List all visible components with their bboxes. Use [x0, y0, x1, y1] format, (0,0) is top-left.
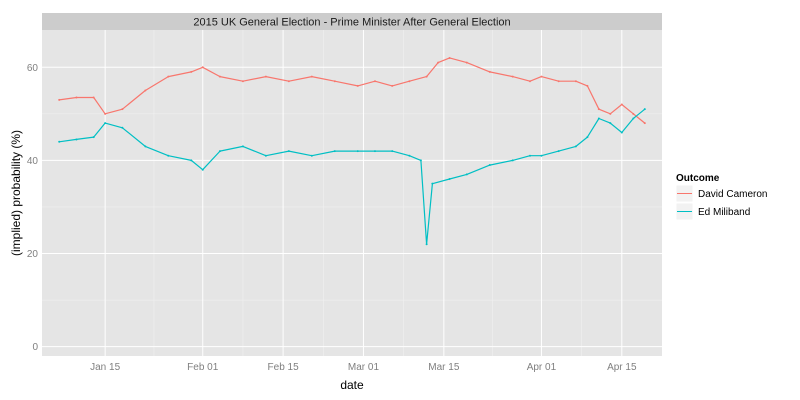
data-point-ed-miliband — [121, 126, 124, 129]
data-point-david-cameron — [632, 112, 635, 115]
legend-label: David Cameron — [698, 189, 767, 200]
data-point-david-cameron — [121, 108, 124, 111]
data-point-ed-miliband — [609, 122, 612, 125]
data-point-ed-miliband — [104, 122, 107, 125]
data-point-ed-miliband — [488, 164, 491, 167]
y-tick-label: 40 — [27, 156, 39, 167]
data-point-david-cameron — [373, 80, 376, 83]
x-tick-label: Feb 15 — [268, 362, 300, 373]
y-axis-title: (implied) probability (%) — [9, 130, 23, 256]
data-point-ed-miliband — [92, 136, 95, 139]
data-point-david-cameron — [425, 75, 428, 78]
data-point-david-cameron — [75, 96, 78, 99]
data-point-ed-miliband — [167, 154, 170, 157]
data-point-ed-miliband — [75, 138, 78, 141]
data-point-ed-miliband — [190, 159, 193, 162]
data-point-david-cameron — [540, 75, 543, 78]
data-point-ed-miliband — [287, 150, 290, 153]
y-axis: 0 20 40 60 — [27, 63, 39, 353]
legend-title: Outcome — [676, 173, 720, 184]
data-point-ed-miliband — [431, 182, 434, 185]
data-point-david-cameron — [190, 70, 193, 73]
data-point-ed-miliband — [632, 117, 635, 120]
title-strip — [42, 13, 662, 30]
data-point-ed-miliband — [408, 154, 411, 157]
data-point-david-cameron — [333, 80, 336, 83]
data-point-ed-miliband — [540, 154, 543, 157]
data-point-david-cameron — [310, 75, 313, 78]
data-point-david-cameron — [511, 75, 514, 78]
data-point-ed-miliband — [465, 173, 468, 176]
data-point-ed-miliband — [356, 150, 359, 153]
data-point-ed-miliband — [448, 178, 451, 181]
x-tick-label: Mar 15 — [428, 362, 460, 373]
data-point-ed-miliband — [574, 145, 577, 148]
data-point-david-cameron — [448, 56, 451, 59]
x-tick-label: Jan 15 — [90, 362, 120, 373]
data-point-david-cameron — [597, 108, 600, 111]
data-point-david-cameron — [465, 61, 468, 64]
data-point-david-cameron — [144, 89, 147, 92]
data-point-david-cameron — [201, 66, 204, 69]
data-point-ed-miliband — [620, 131, 623, 134]
data-point-david-cameron — [167, 75, 170, 78]
data-point-david-cameron — [408, 80, 411, 83]
data-point-david-cameron — [104, 112, 107, 115]
data-point-ed-miliband — [391, 150, 394, 153]
data-point-david-cameron — [620, 103, 623, 106]
data-point-ed-miliband — [333, 150, 336, 153]
data-point-david-cameron — [287, 80, 290, 83]
data-point-ed-miliband — [597, 117, 600, 120]
data-point-ed-miliband — [241, 145, 244, 148]
data-point-david-cameron — [241, 80, 244, 83]
data-point-ed-miliband — [58, 140, 61, 143]
data-point-david-cameron — [574, 80, 577, 83]
legend-label: Ed Miliband — [698, 207, 750, 218]
data-point-ed-miliband — [643, 108, 646, 111]
data-point-ed-miliband — [264, 154, 267, 157]
data-point-david-cameron — [356, 84, 359, 87]
data-point-david-cameron — [437, 61, 440, 64]
data-point-david-cameron — [264, 75, 267, 78]
series-group — [58, 56, 646, 246]
data-point-david-cameron — [557, 80, 560, 83]
data-point-ed-miliband — [144, 145, 147, 148]
data-point-david-cameron — [609, 112, 612, 115]
data-point-david-cameron — [391, 84, 394, 87]
data-point-david-cameron — [586, 84, 589, 87]
legend: Outcome David Cameron Ed Miliband — [675, 173, 767, 221]
data-point-david-cameron — [528, 80, 531, 83]
data-point-ed-miliband — [310, 154, 313, 157]
data-point-ed-miliband — [201, 168, 204, 171]
x-tick-label: Mar 01 — [348, 362, 380, 373]
data-point-ed-miliband — [419, 159, 422, 162]
data-point-david-cameron — [218, 75, 221, 78]
x-tick-label: Apr 01 — [527, 362, 557, 373]
x-axis-title: date — [340, 378, 364, 392]
series-line-ed-miliband — [59, 108, 646, 245]
y-tick-label: 20 — [27, 249, 39, 260]
x-tick-label: Apr 15 — [607, 362, 637, 373]
data-point-ed-miliband — [218, 150, 221, 153]
data-point-david-cameron — [488, 70, 491, 73]
data-point-david-cameron — [643, 122, 646, 125]
data-point-ed-miliband — [425, 243, 428, 246]
x-axis: Jan 15 Feb 01 Feb 15 Mar 01 Mar 15 Apr 0… — [90, 362, 637, 373]
x-tick-label: Feb 01 — [187, 362, 219, 373]
data-point-ed-miliband — [373, 150, 376, 153]
y-tick-label: 60 — [27, 63, 39, 74]
data-point-ed-miliband — [557, 150, 560, 153]
data-point-david-cameron — [58, 98, 61, 101]
data-point-ed-miliband — [586, 136, 589, 139]
plot-panel — [42, 30, 662, 356]
data-point-ed-miliband — [528, 154, 531, 157]
chart-title: 2015 UK General Election - Prime Ministe… — [193, 17, 510, 29]
grid — [42, 30, 662, 356]
data-point-ed-miliband — [511, 159, 514, 162]
y-tick-label: 0 — [32, 342, 38, 353]
data-point-david-cameron — [92, 96, 95, 99]
